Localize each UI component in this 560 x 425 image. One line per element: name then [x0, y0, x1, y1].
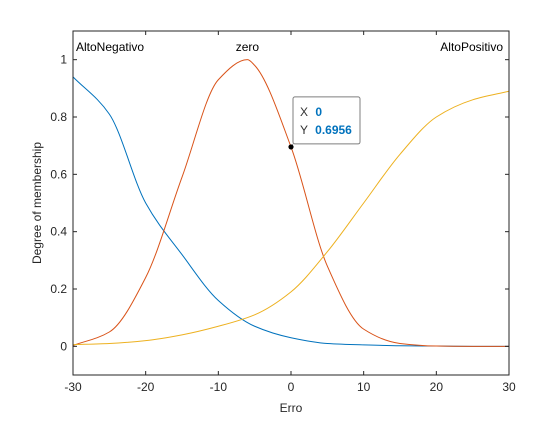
datatip-box[interactable]: [292, 96, 361, 145]
mf-label-altopositivo: AltoPositivo: [440, 40, 503, 54]
datatip-y-value: 0.6956: [315, 123, 352, 137]
y-tick-label: 0.4: [50, 225, 67, 239]
y-tick-label: 0: [60, 339, 67, 353]
x-tick-label: -20: [137, 380, 155, 394]
plot-area: [73, 31, 509, 375]
y-tick-label: 0.6: [50, 167, 67, 181]
series-line-zero: [72, 59, 509, 347]
x-axis-label: Erro: [280, 401, 303, 415]
y-tick-label: 0.2: [50, 282, 67, 296]
curves-group: [72, 59, 510, 347]
x-tick-label: -10: [210, 380, 228, 394]
datatip-x-value: 0: [315, 105, 322, 119]
mf-labels-group: AltoNegativo zero AltoPositivo: [76, 40, 503, 54]
mf-label-altonegativo: AltoNegativo: [76, 40, 144, 54]
datatip-x-row: X 0: [300, 105, 322, 119]
datatip-y-row: Y 0.6956: [300, 123, 352, 137]
x-tick-label: 0: [288, 380, 295, 394]
y-tick-label: 0.8: [50, 110, 67, 124]
datatip-x-prefix: X: [300, 105, 308, 119]
x-tick-label: 10: [357, 380, 371, 394]
datatip-marker[interactable]: [288, 144, 294, 150]
x-tick-label: -30: [64, 380, 82, 394]
mf-label-zero: zero: [236, 40, 260, 54]
ticks-group: -30 -20 -10 0 10 20 30 0 0.2 0.4 0.6 0.8 1: [50, 31, 516, 394]
x-tick-label: 20: [430, 380, 444, 394]
y-tick-label: 1: [60, 53, 67, 67]
datatip[interactable]: X 0 Y 0.6956: [288, 96, 361, 150]
series-line-altopositivo: [72, 90, 510, 346]
x-tick-label: 30: [502, 380, 516, 394]
y-axis-label: Degree of membership: [30, 142, 44, 264]
datatip-y-prefix: Y: [300, 123, 308, 137]
